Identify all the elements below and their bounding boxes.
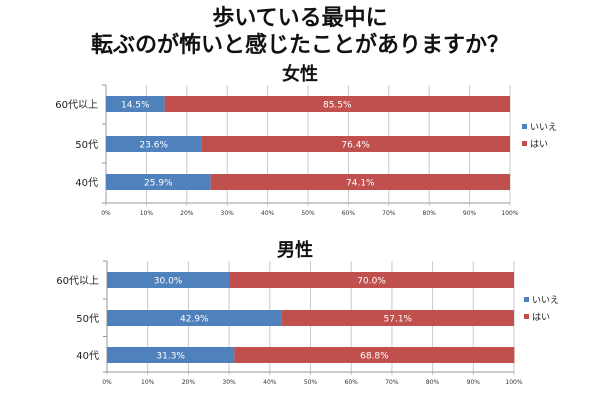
female-bar-no [106,136,202,152]
male-x-tick-label: 0% [102,379,112,386]
male-x-tick-label: 60% [345,379,359,386]
male-bar-yes [229,272,514,288]
female-legend-swatch [522,124,527,129]
male-category-label: 50代 [76,313,99,325]
female-data-label: 85.5% [323,101,352,111]
female-x-tick-label: 20% [180,210,194,217]
male-legend-label: はい [532,312,550,323]
female-x-tick-label: 80% [423,210,437,217]
male-bar-no [107,310,282,326]
female-legend-label: はい [530,139,548,150]
female-x-tick-label: 30% [221,210,235,217]
female-data-label: 25.9% [144,179,173,189]
male-x-tick-label: 80% [426,379,440,386]
female-x-tick-label: 0% [101,210,111,217]
male-legend-swatch [524,314,529,319]
female-x-tick-label: 60% [342,210,356,217]
male-bar-yes [234,347,515,363]
female-data-label: 23.6% [139,141,168,151]
female-data-label: 14.5% [121,101,150,111]
female-bar-yes [201,136,510,152]
female-category-label: 40代 [75,177,98,189]
female-bar-yes [164,96,510,112]
male-data-label: 57.1% [384,315,413,325]
female-x-tick-label: 70% [382,210,396,217]
male-x-tick-label: 20% [182,379,196,386]
male-bar-no [107,272,230,288]
male-data-label: 42.9% [180,315,209,325]
male-x-tick-label: 50% [304,379,318,386]
male-bar-no [107,347,235,363]
female-data-label: 74.1% [346,179,375,189]
male-legend-label: いいえ [532,295,559,306]
male-data-label: 68.8% [360,352,389,362]
female-data-label: 76.4% [341,141,370,151]
female-x-tick-label: 10% [140,210,154,217]
female-category-label: 50代 [75,139,98,151]
female-x-tick-label: 40% [261,210,275,217]
chart-title-line2: 転ぶのが怖いと感じたことがありますか？ [90,33,509,58]
female-legend-label: いいえ [530,122,557,133]
male-x-tick-label: 10% [141,379,155,386]
male-data-label: 30.0% [154,277,183,287]
male-legend-swatch [524,297,529,302]
male-category-label: 60代以上 [56,275,99,287]
male-chart-title: 男性 [277,240,313,261]
male-x-tick-label: 70% [385,379,399,386]
female-chart-title: 女性 [282,64,318,85]
female-bar-no [106,96,165,112]
chart-title-line1: 歩いている最中に [212,6,388,31]
female-x-tick-label: 50% [301,210,315,217]
male-data-label: 70.0% [357,277,386,287]
male-x-tick-label: 90% [467,379,481,386]
male-x-tick-label: 30% [222,379,236,386]
male-category-label: 40代 [76,350,99,362]
female-bar-no [106,174,211,190]
female-x-tick-label: 100% [501,210,518,217]
female-x-tick-label: 90% [463,210,477,217]
male-x-tick-label: 40% [263,379,277,386]
male-data-label: 31.3% [156,352,185,362]
female-category-label: 60代以上 [55,99,98,111]
male-bar-yes [281,310,514,326]
female-legend-swatch [522,141,527,146]
female-bar-yes [210,174,511,190]
male-x-tick-label: 100% [505,379,522,386]
